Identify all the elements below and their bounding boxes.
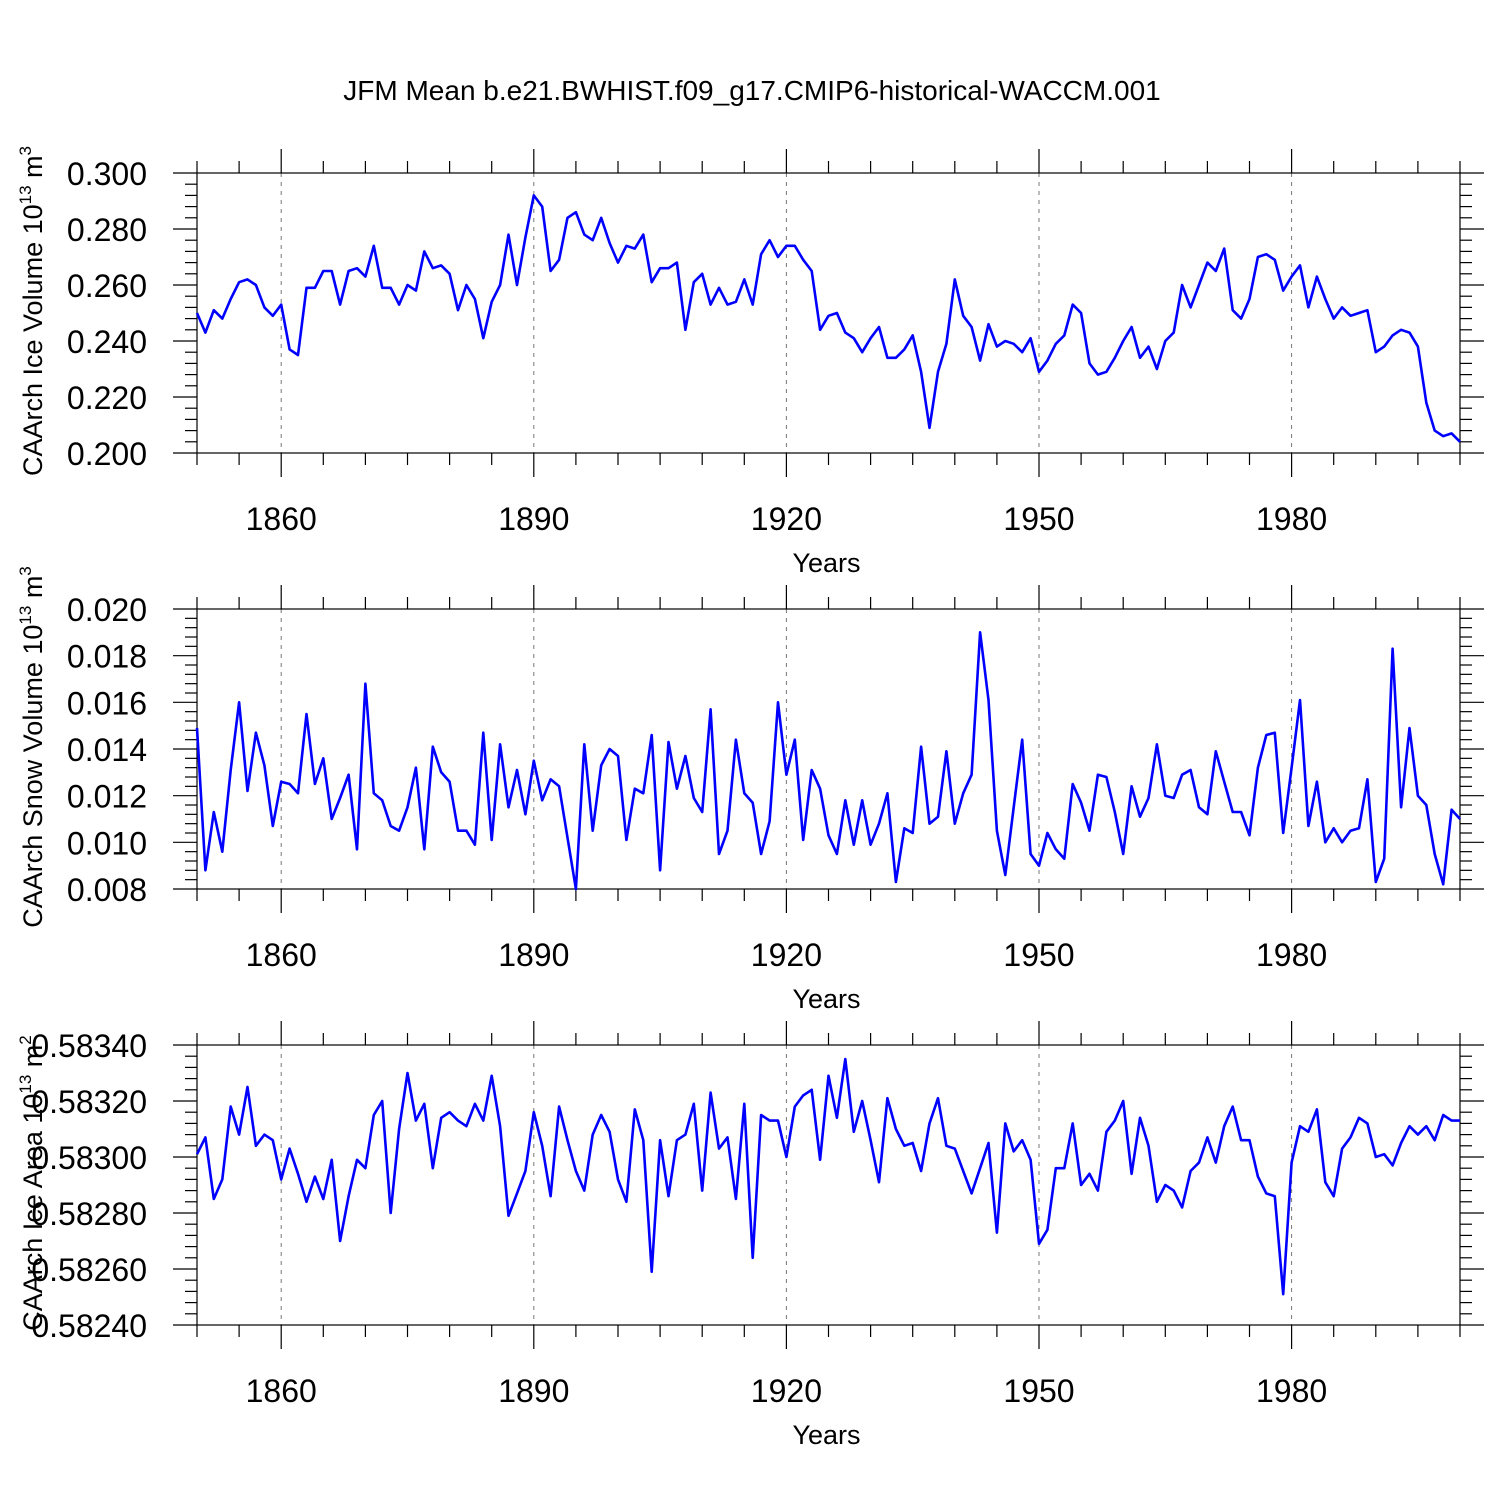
x-tick-label: 1890 xyxy=(498,501,569,537)
x-tick-label: 1890 xyxy=(498,1373,569,1409)
y-tick-label: 0.58300 xyxy=(31,1140,147,1176)
x-tick-label: 1980 xyxy=(1256,1373,1327,1409)
y-axis-label: CAArch Ice Volume 1013 m3 xyxy=(16,146,48,476)
y-tick-label: 0.58260 xyxy=(31,1252,147,1288)
y-tick-label: 0.58240 xyxy=(31,1308,147,1344)
x-tick-label: 1860 xyxy=(246,1373,317,1409)
y-tick-label: 0.260 xyxy=(67,268,147,304)
x-axis-label: Years xyxy=(792,1420,860,1450)
y-tick-label: 0.240 xyxy=(67,324,147,360)
x-tick-label: 1950 xyxy=(1003,501,1074,537)
chart-title: JFM Mean b.e21.BWHIST.f09_g17.CMIP6-hist… xyxy=(343,75,1160,106)
series-line xyxy=(195,1057,1460,1296)
y-tick-label: 0.008 xyxy=(67,872,147,908)
x-tick-label: 1980 xyxy=(1256,501,1327,537)
y-axis-label: CAArch Snow Volume 1013 m3 xyxy=(16,566,48,928)
y-tick-label: 0.200 xyxy=(67,436,147,472)
y-tick-label: 0.220 xyxy=(67,380,147,416)
y-tick-label: 0.280 xyxy=(67,212,147,248)
x-axis-label: Years xyxy=(792,984,860,1014)
x-tick-label: 1920 xyxy=(751,937,822,973)
chart-panel-3: 1860 1890 1920 1950 1980 0.58240 0.58260 0.5828… xyxy=(16,1021,1484,1450)
chart-panel-1: 1860 1890 1920 1950 1980 0.200 0.220 0.240 0.260… xyxy=(16,146,1484,578)
x-axis-label: Years xyxy=(792,548,860,578)
y-tick-label: 0.012 xyxy=(67,779,147,815)
series-line xyxy=(195,630,1461,891)
chart-panel-2: 1860 1890 1920 1950 1980 0.008 0.010 0.012 0.014… xyxy=(16,566,1484,1014)
y-tick-label: 0.020 xyxy=(67,592,147,628)
x-tick-label: 1860 xyxy=(246,501,317,537)
plot-frame xyxy=(196,172,1461,454)
x-tick-label: 1920 xyxy=(751,501,822,537)
y-tick-label: 0.58320 xyxy=(31,1084,147,1120)
y-tick-label: 0.018 xyxy=(67,639,147,675)
plot-frame xyxy=(196,608,1461,890)
y-axis-label: CAArch Ice Area 1013 m2 xyxy=(16,1035,48,1331)
x-tick-label: 1950 xyxy=(1003,1373,1074,1409)
y-tick-label: 0.016 xyxy=(67,685,147,721)
x-tick-label: 1890 xyxy=(498,937,569,973)
x-tick-label: 1980 xyxy=(1256,937,1327,973)
series-line xyxy=(195,194,1461,443)
y-tick-label: 0.014 xyxy=(67,732,147,768)
y-tick-label: 0.010 xyxy=(67,825,147,861)
y-tick-label: 0.58340 xyxy=(31,1028,147,1064)
x-tick-label: 1950 xyxy=(1003,937,1074,973)
y-tick-label: 0.58280 xyxy=(31,1196,147,1232)
x-tick-label: 1860 xyxy=(246,937,317,973)
x-tick-label: 1920 xyxy=(751,1373,822,1409)
y-tick-label: 0.300 xyxy=(67,156,147,192)
